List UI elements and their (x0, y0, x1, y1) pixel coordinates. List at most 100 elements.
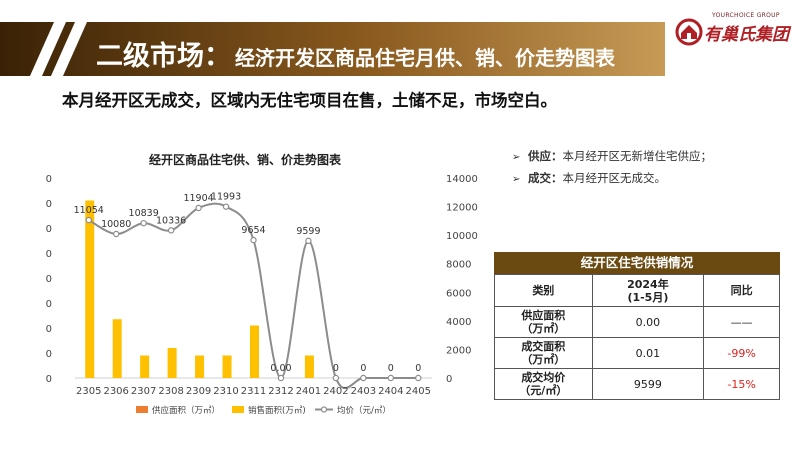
x-tick-label: 2402 (323, 386, 348, 397)
note-text: 本月经开区无新增住宅供应； (562, 149, 713, 163)
title-main: 二级市场： (96, 41, 231, 72)
x-tick-label: 2401 (296, 386, 321, 397)
chart-title: 经开区商品住宅供、销、价走势图表 (149, 152, 342, 167)
supply-sales-table: 经开区住宅供销情况 类别 2024年 (1-5月) 同比 供应面积 （万㎡） 0… (494, 252, 780, 400)
price-line (88, 202, 419, 390)
price-data-label: 10336 (156, 215, 186, 226)
legend-supply-swatch (136, 406, 148, 413)
right-tick-label: 14000 (446, 174, 478, 185)
legend-price-marker (320, 406, 328, 413)
price-data-label: 0.00 (270, 363, 291, 374)
price-data-label: 0 (360, 363, 366, 374)
x-tick-label: 2403 (351, 386, 376, 397)
left-tick-label: 0 (46, 199, 52, 210)
note-key: 成交： (528, 171, 563, 185)
note-text: 本月经开区无成交。 (562, 171, 667, 185)
sales-bar (140, 355, 150, 378)
row-value: 0.00 (591, 306, 705, 338)
title-sub: 经济开发区商品住宅月供、销、价走势图表 (235, 46, 615, 70)
left-tick-label: 0 (46, 249, 52, 260)
row-yoy: -15% (703, 368, 780, 400)
row-label: 成交均价 （元/㎡） (494, 368, 593, 400)
table-row: 供应面积 （万㎡） 0.00 —— (494, 306, 780, 338)
left-tick-label: 0 (46, 349, 52, 360)
sales-bar (167, 348, 177, 378)
price-point (387, 374, 395, 382)
x-tick-label: 2312 (268, 386, 293, 397)
sales-bar (222, 355, 232, 378)
note-deal: ➢ 成交：本月经开区无成交。 (512, 170, 712, 192)
sales-bar (195, 355, 205, 378)
price-point (222, 203, 230, 210)
headline: 本月经开区无成交，区域内无住宅项目在售，土储不足，市场空白。 (62, 91, 557, 110)
price-data-label: 11993 (211, 192, 241, 203)
legend: 供应面积（万㎡） 销售面积(万㎡) 均价（元/㎡） (136, 405, 391, 416)
notes: ➢ 供应：本月经开区无新增住宅供应； ➢ 成交：本月经开区无成交。 (512, 148, 712, 192)
price-point (85, 216, 92, 224)
note-key: 供应： (528, 149, 563, 163)
company-logo-icon (675, 18, 703, 46)
bars-layer (85, 200, 314, 378)
header-category: 类别 (494, 274, 593, 307)
trend-chart: 经开区商品住宅供、销、价走势图表 0 0 0 0 0 0 0 0 0 0 2000 4000 6000… (46, 152, 478, 416)
right-tick-label: 2000 (446, 345, 471, 356)
logo-tagline: YOURCHOICE GROUP (712, 12, 780, 19)
price-point (112, 230, 120, 238)
table-row: 成交面积 （万㎡） 0.01 -99% (494, 337, 780, 369)
row-yoy: —— (703, 306, 780, 338)
row-value: 0.01 (591, 337, 705, 369)
table-header-row: 类别 2024年 (1-5月) 同比 (494, 274, 780, 307)
legend-sales-label: 销售面积(万㎡) (248, 405, 306, 416)
x-tick-label: 2307 (131, 386, 156, 397)
x-tick-label: 2310 (213, 386, 238, 397)
x-tick-label: 2405 (406, 386, 431, 397)
price-point (167, 227, 175, 234)
price-data-label: 0 (333, 363, 339, 374)
price-point (195, 204, 202, 212)
price-data-label: 0 (388, 363, 394, 374)
price-data-label: 9654 (241, 225, 265, 236)
right-axis: 0 2000 4000 6000 8000 10000 12000 14000 (75, 174, 478, 385)
left-tick-label: 0 (46, 324, 52, 335)
price-point (250, 236, 257, 244)
price-data-label: 10080 (101, 219, 131, 230)
right-tick-label: 4000 (446, 317, 471, 328)
price-data-label: 0 (415, 363, 421, 374)
left-tick-label: 0 (46, 224, 52, 235)
left-tick-label: 0 (46, 274, 52, 285)
page-title: 二级市场： 经济开发区商品住宅月供、销、价走势图表 (96, 34, 615, 73)
right-tick-label: 0 (446, 374, 452, 385)
x-tick-label: 2306 (103, 386, 128, 397)
left-tick-label: 0 (46, 299, 52, 310)
arrow-icon: ➢ (512, 152, 521, 163)
right-tick-label: 12000 (446, 203, 478, 214)
x-tick-label: 2309 (186, 386, 211, 397)
legend-price-label: 均价（元/㎡） (337, 405, 391, 416)
price-point (332, 374, 340, 382)
note-supply: ➢ 供应：本月经开区无新增住宅供应； (512, 148, 712, 170)
left-axis: 0 0 0 0 0 0 0 0 0 (46, 174, 52, 385)
header-yoy: 同比 (703, 274, 780, 307)
title-banner (0, 22, 665, 76)
left-tick-label: 0 (46, 374, 52, 385)
price-point (140, 219, 147, 227)
price-data-label: 11054 (74, 205, 104, 216)
table-row: 成交均价 （元/㎡） 9599 -15% (494, 368, 780, 400)
legend-sales-swatch (232, 406, 244, 413)
row-value: 9599 (591, 368, 705, 400)
arrow-icon: ➢ (512, 174, 521, 185)
price-data-label: 10839 (129, 208, 159, 219)
x-tick-label: 2404 (378, 386, 403, 397)
price-point (415, 374, 422, 382)
sales-bar (304, 355, 314, 378)
right-tick-label: 8000 (446, 260, 471, 271)
left-tick-label: 0 (46, 174, 52, 185)
legend-supply-label: 供应面积（万㎡） (152, 405, 220, 416)
price-point (305, 237, 312, 245)
right-tick-label: 10000 (446, 231, 478, 242)
logo-name: 有巢氏集团 (704, 25, 789, 45)
right-tick-label: 6000 (446, 288, 471, 299)
table-caption: 经开区住宅供销情况 (494, 252, 780, 274)
x-tick-label: 2305 (76, 386, 101, 397)
